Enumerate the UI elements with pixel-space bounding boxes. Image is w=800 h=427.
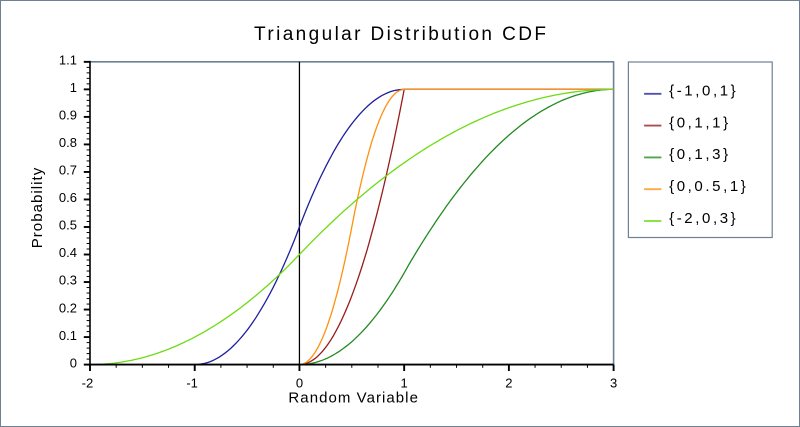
svg-text:0: 0 [296, 375, 303, 390]
svg-text:0.6: 0.6 [59, 190, 77, 205]
svg-text:3: 3 [610, 375, 617, 390]
svg-text:1: 1 [70, 80, 77, 95]
svg-text:{0,1,1}: {0,1,1} [669, 114, 731, 131]
svg-text:2: 2 [505, 375, 512, 390]
svg-text:-1: -1 [186, 375, 198, 390]
svg-text:0.5: 0.5 [59, 218, 77, 233]
svg-text:0.7: 0.7 [59, 163, 77, 178]
svg-text:1: 1 [401, 375, 408, 390]
svg-text:Probability: Probability [29, 167, 46, 249]
svg-text:{-2,0,3}: {-2,0,3} [669, 210, 738, 227]
svg-text:Triangular Distribution CDF: Triangular Distribution CDF [254, 24, 548, 45]
svg-text:0.8: 0.8 [59, 135, 77, 150]
svg-text:0.9: 0.9 [59, 108, 77, 123]
svg-text:-2: -2 [82, 375, 94, 390]
svg-text:{0,0.5,1}: {0,0.5,1} [669, 178, 748, 195]
svg-text:0.2: 0.2 [59, 300, 77, 315]
svg-text:{-1,0,1}: {-1,0,1} [669, 83, 738, 100]
svg-text:Random Variable: Random Variable [288, 389, 419, 406]
svg-text:{0,1,3}: {0,1,3} [669, 146, 731, 163]
svg-text:1.1: 1.1 [59, 53, 77, 68]
svg-text:0.1: 0.1 [59, 328, 77, 343]
svg-text:0.3: 0.3 [59, 273, 77, 288]
svg-text:0.4: 0.4 [59, 245, 77, 260]
svg-text:0: 0 [70, 355, 77, 370]
